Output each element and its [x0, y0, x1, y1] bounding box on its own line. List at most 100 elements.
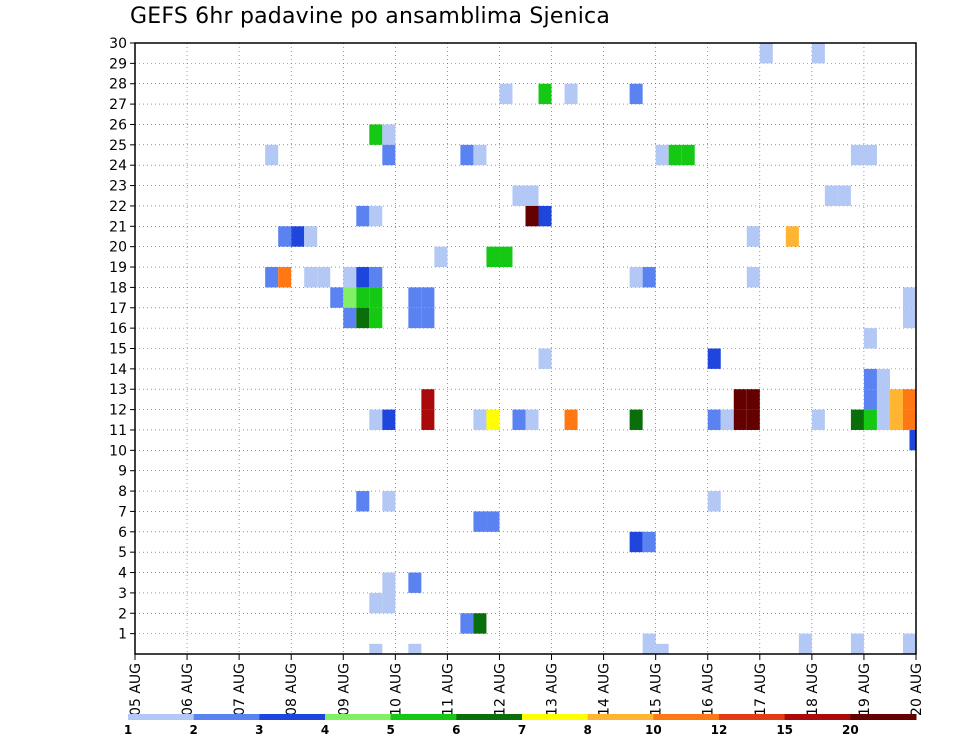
heatmap-cell [486, 409, 500, 430]
heatmap-cell [733, 389, 747, 410]
heatmap-cell [876, 389, 890, 410]
heatmap-cell [382, 144, 396, 166]
heatmap-cell [863, 389, 877, 410]
colorbar-label: 15 [776, 723, 793, 737]
heatmap-cell [421, 409, 435, 430]
colorbar-label: 10 [645, 723, 662, 737]
heatmap-cell [369, 267, 383, 288]
heatmap-cell [863, 409, 877, 430]
colorbar-swatch [193, 714, 260, 720]
colorbar-swatch [259, 714, 326, 720]
y-tick-label: 18 [109, 280, 127, 296]
heatmap-cell [707, 409, 721, 430]
y-axis: 1234567891011121314151617181920212223242… [109, 36, 135, 643]
x-tick-label: 05 AUG [128, 663, 144, 716]
colorbar-label: 2 [189, 723, 197, 737]
heatmap-cell [850, 633, 864, 654]
heatmap-cell [356, 491, 370, 512]
y-tick-label: 14 [109, 362, 127, 378]
heatmap-cell [733, 409, 747, 430]
heatmap-cell [876, 368, 890, 390]
chart-title: GEFS 6hr padavine po ansamblima Sjenica [130, 4, 611, 29]
colorbar-swatch [850, 714, 917, 720]
heatmap-cell [356, 205, 370, 227]
heatmap-cell [369, 592, 383, 614]
y-tick-label: 19 [109, 260, 127, 276]
y-tick-label: 25 [109, 138, 127, 154]
x-tick-label: 19 AUG [857, 663, 873, 716]
x-tick-label: 06 AUG [180, 663, 196, 716]
heatmap-cell [369, 124, 383, 145]
heatmap-cell [408, 572, 422, 593]
heatmap-cell [460, 613, 474, 634]
heatmap-cell [902, 633, 916, 654]
heatmap-cell [421, 287, 435, 308]
heatmap-cell [564, 409, 578, 430]
heatmap-cell [382, 124, 396, 145]
heatmap-cell [876, 409, 890, 430]
x-tick-label: 16 AUG [701, 663, 717, 716]
heatmap-cell [486, 511, 500, 532]
heatmap-cell [265, 267, 279, 288]
heatmap-cell [629, 409, 643, 430]
heatmap-cell [746, 267, 760, 288]
heatmap-cell [343, 287, 357, 308]
colorbar-label: 1 [124, 723, 132, 737]
heatmap-cell [408, 307, 422, 329]
y-tick-label: 9 [118, 464, 127, 480]
x-tick-label: 14 AUG [597, 663, 613, 716]
x-tick-label: 12 AUG [492, 663, 508, 716]
colorbar-swatch [719, 714, 786, 720]
heatmap-cell [707, 348, 721, 369]
heatmap-cell [863, 144, 877, 166]
colorbar-swatch [784, 714, 851, 720]
colorbar-label: 3 [255, 723, 263, 737]
y-tick-label: 20 [109, 240, 127, 256]
y-tick-label: 24 [109, 158, 127, 174]
heatmap-cell [538, 348, 552, 369]
y-tick-label: 1 [118, 627, 127, 643]
colorbar-label: 20 [842, 723, 859, 737]
heatmap-cell [642, 531, 656, 553]
heatmap-cell [798, 633, 812, 654]
heatmap-cell [837, 185, 851, 206]
x-tick-label: 17 AUG [753, 663, 769, 716]
heatmap-cell [356, 267, 370, 288]
heatmap-cell [512, 185, 526, 206]
y-tick-label: 11 [109, 423, 127, 439]
heatmap-cell [304, 226, 318, 247]
x-tick-label: 07 AUG [232, 663, 248, 716]
heatmap-cell [811, 43, 825, 64]
heatmap-cell [564, 83, 578, 105]
heatmap-cell [408, 287, 422, 308]
heatmap-cell [629, 267, 643, 288]
heatmap-cell [473, 613, 487, 634]
heatmap-cell [525, 185, 539, 206]
y-tick-label: 13 [109, 382, 127, 398]
y-tick-label: 16 [109, 321, 127, 337]
y-tick-label: 6 [118, 525, 127, 541]
heatmap-cell [512, 409, 526, 430]
heatmap-cell [538, 205, 552, 227]
heatmap-cell [720, 409, 734, 430]
x-axis: 05 AUG 06 AUG 07 AUG 08 AUG 09 AUG 10 AUG 11 A… [128, 654, 925, 716]
heatmap-cell [265, 144, 279, 166]
heatmap-cell [909, 429, 916, 451]
heatmap-cell [525, 409, 539, 430]
heatmap-cell [525, 205, 539, 227]
heatmap-cell [629, 83, 643, 105]
heatmap-cell [746, 389, 760, 410]
x-tick-label: 08 AUG [284, 663, 300, 716]
y-tick-label: 7 [118, 504, 127, 520]
heatmap-cell [421, 307, 435, 329]
y-tick-label: 29 [109, 56, 127, 72]
heatmap-cell [642, 267, 656, 288]
heatmap-cell [304, 267, 318, 288]
heatmap-cell [434, 246, 448, 268]
heatmap-cell [850, 144, 864, 166]
y-tick-label: 26 [109, 117, 127, 133]
y-tick-label: 27 [109, 97, 127, 113]
heatmap-cell [707, 491, 721, 512]
x-tick-label: 15 AUG [649, 663, 665, 716]
